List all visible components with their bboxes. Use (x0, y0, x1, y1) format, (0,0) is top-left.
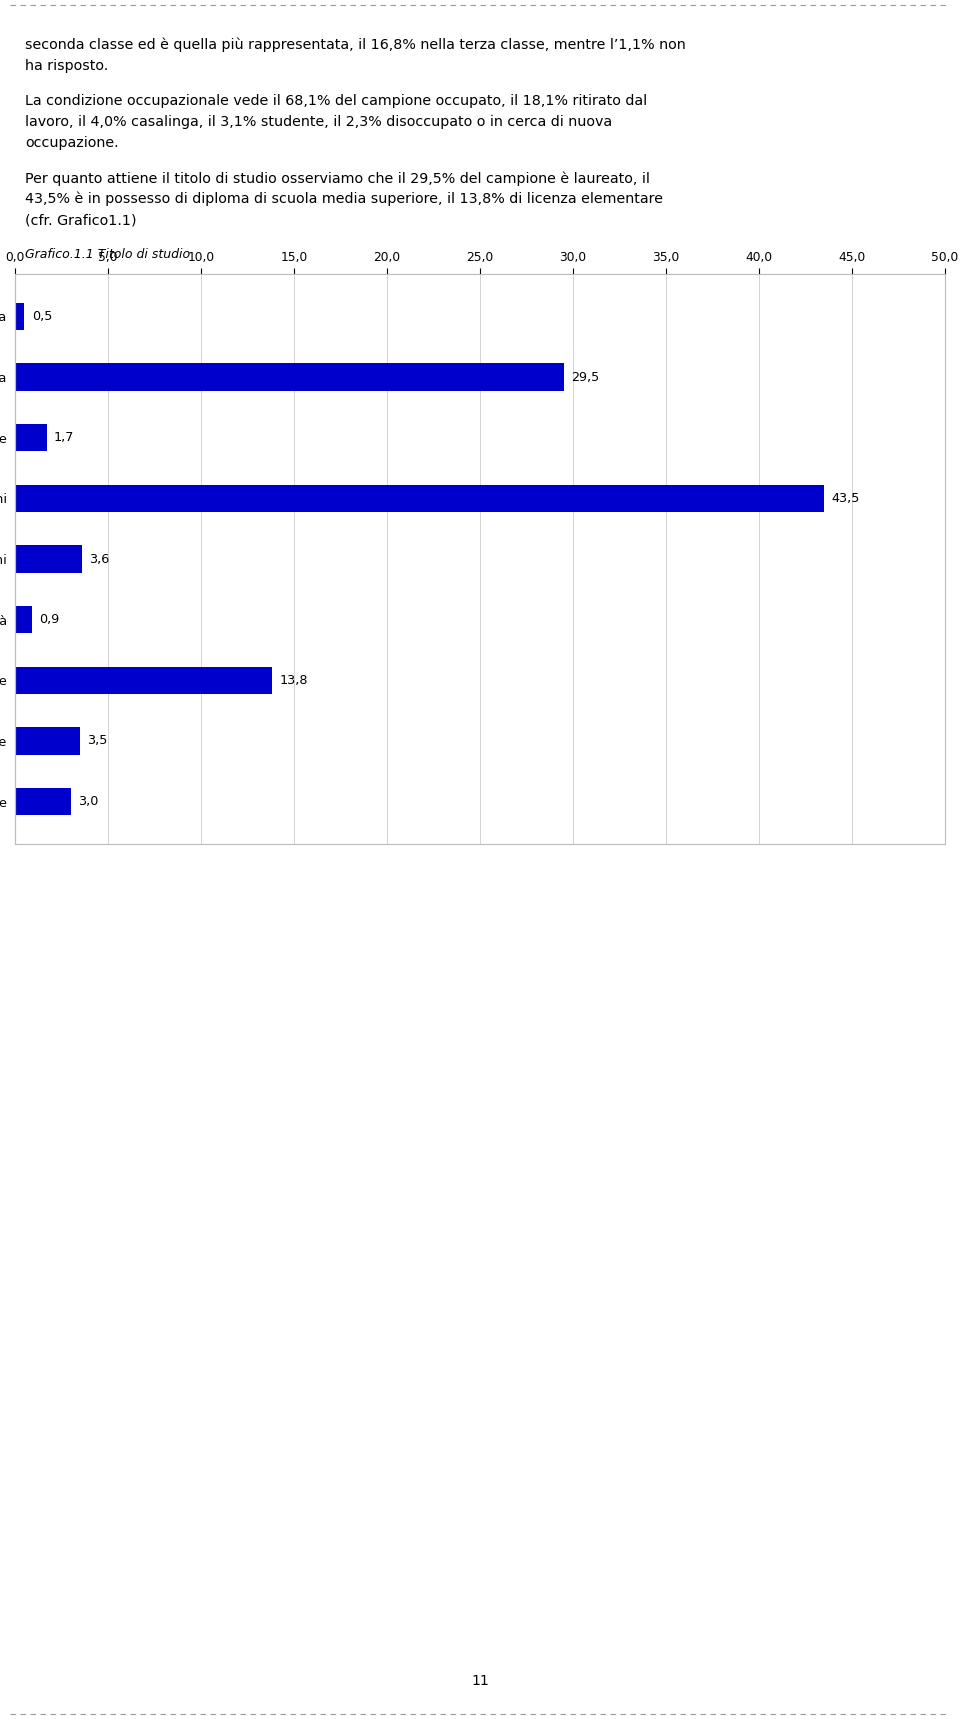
Bar (15, 607, 32, 633)
Text: occupazione.: occupazione. (25, 136, 119, 150)
Text: Per quanto attiene il titolo di studio osserviamo che il 29,5% del campione è la: Per quanto attiene il titolo di studio o… (25, 170, 650, 186)
Bar (15, 363, 564, 390)
Text: ha risposto.: ha risposto. (25, 58, 108, 72)
Bar (15, 727, 80, 755)
Text: 13,8: 13,8 (279, 674, 307, 688)
Bar (15, 485, 824, 512)
Text: 1,7: 1,7 (54, 431, 75, 444)
Text: 29,5: 29,5 (571, 371, 599, 383)
Text: 3,6: 3,6 (89, 552, 109, 566)
Text: 0,9: 0,9 (39, 614, 60, 626)
Text: 43,5: 43,5 (831, 492, 860, 505)
Text: La condizione occupazionale vede il 68,1% del campione occupato, il 18,1% ritira: La condizione occupazionale vede il 68,1… (25, 95, 647, 108)
Bar (15, 667, 272, 694)
Text: (cfr. Grafico1.1): (cfr. Grafico1.1) (25, 213, 136, 227)
Text: 3,5: 3,5 (87, 734, 108, 748)
Text: 3,0: 3,0 (79, 796, 99, 808)
Bar (15, 545, 82, 572)
Bar (15, 787, 71, 815)
Text: Grafico.1.1 Titolo di studio: Grafico.1.1 Titolo di studio (25, 248, 190, 261)
Text: seconda classe ed è quella più rappresentata, il 16,8% nella terza classe, mentr: seconda classe ed è quella più rappresen… (25, 38, 685, 53)
Text: 11: 11 (471, 1674, 489, 1688)
Bar (15, 303, 24, 330)
Bar (15, 425, 47, 452)
Text: 43,5% è in possesso di diploma di scuola media superiore, il 13,8% di licenza el: 43,5% è in possesso di diploma di scuola… (25, 193, 663, 206)
Text: lavoro, il 4,0% casalinga, il 3,1% studente, il 2,3% disoccupato o in cerca di n: lavoro, il 4,0% casalinga, il 3,1% stude… (25, 115, 612, 129)
Text: 0,5: 0,5 (32, 309, 52, 323)
